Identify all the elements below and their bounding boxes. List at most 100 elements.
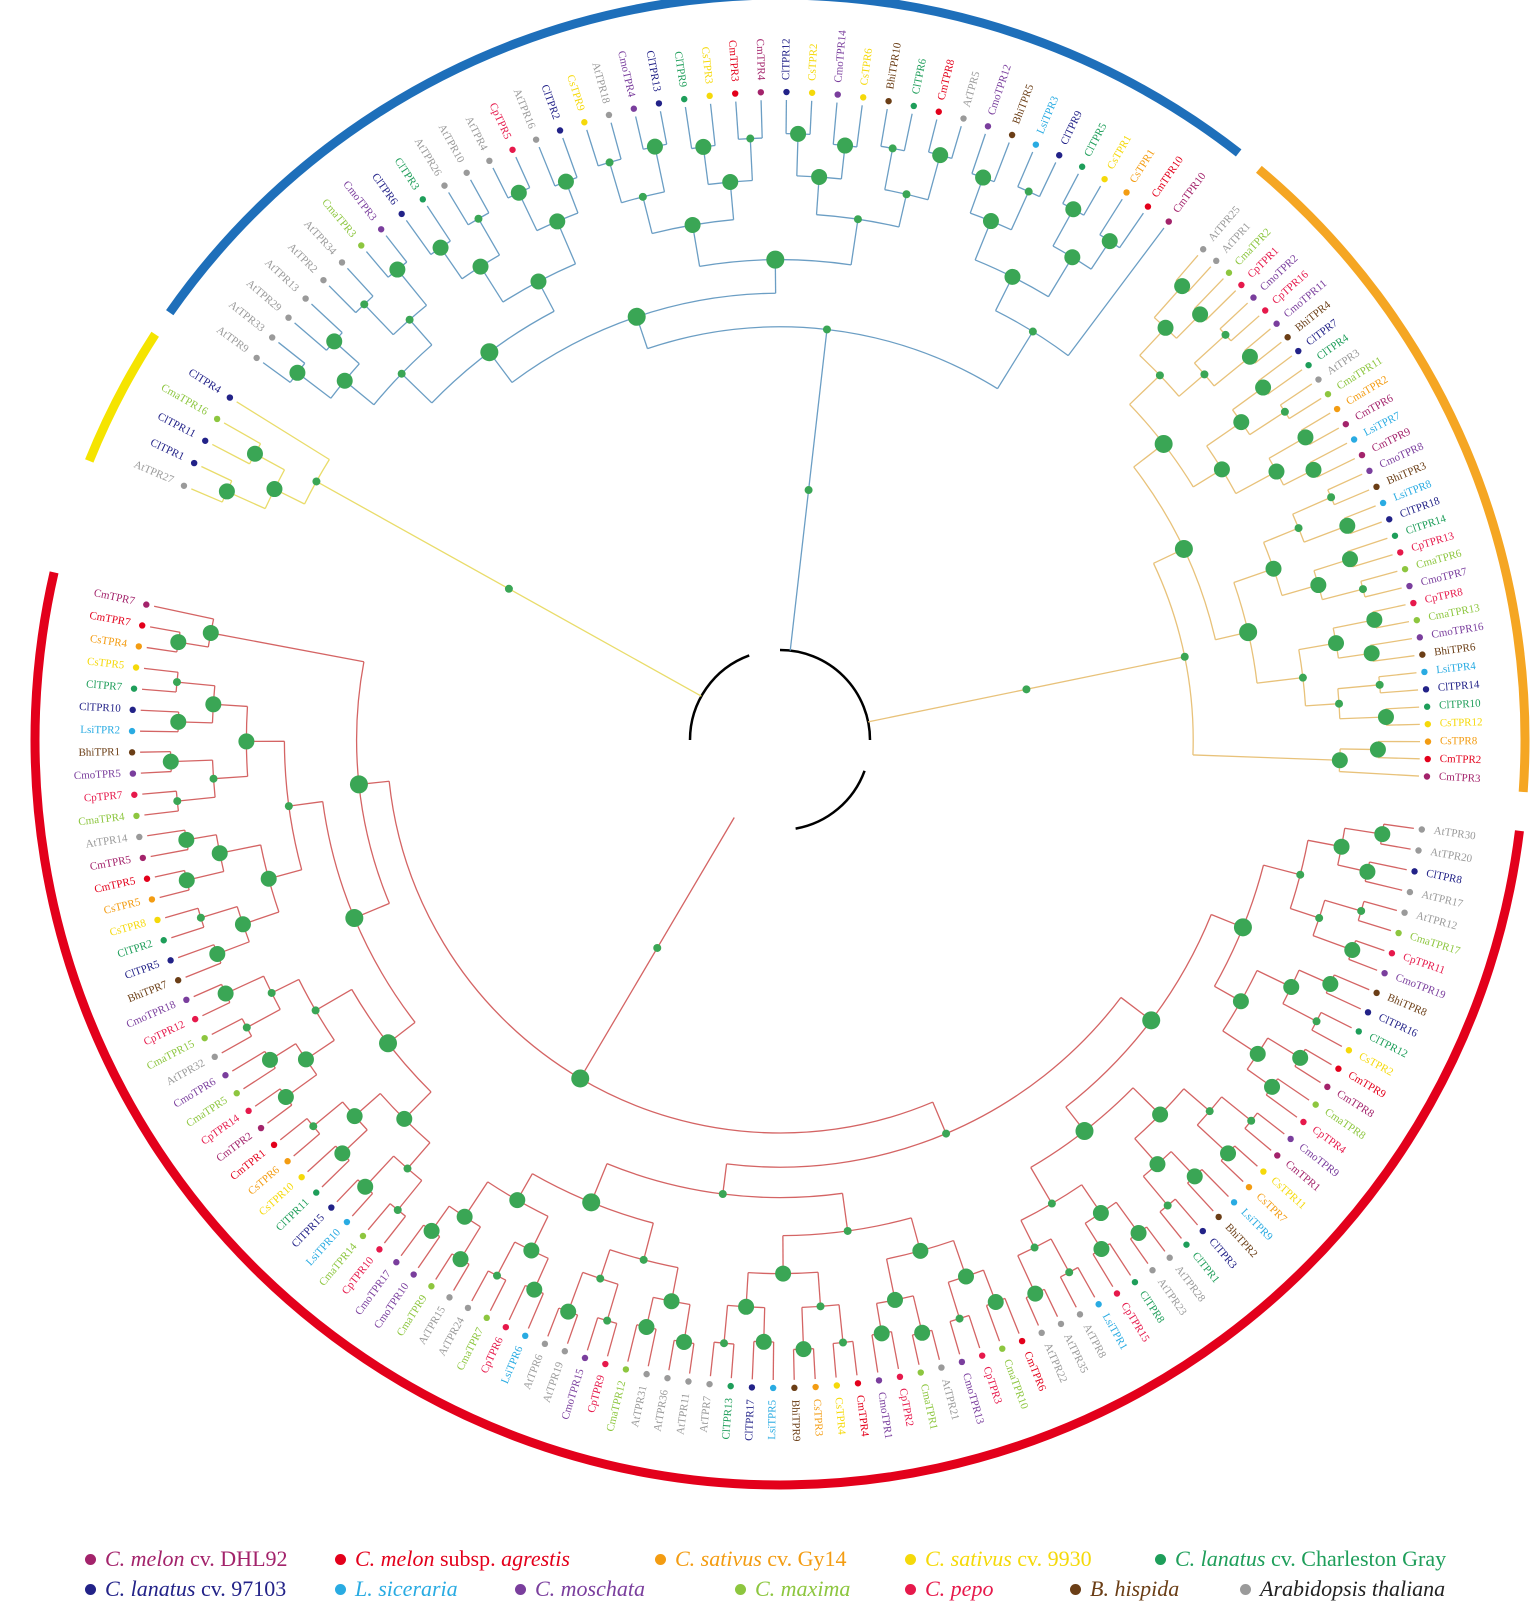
leaf-dot	[257, 1124, 265, 1132]
bootstrap-node	[405, 315, 414, 324]
leaf-label: AtTPR10	[436, 122, 467, 165]
branch	[1309, 442, 1348, 464]
bootstrap-node	[205, 696, 222, 713]
bootstrap-node	[1028, 327, 1037, 336]
branch	[1347, 537, 1388, 553]
leaf-dot	[896, 1373, 904, 1381]
bootstrap-node	[1027, 1285, 1044, 1302]
bootstrap-node	[238, 733, 255, 750]
bootstrap-node	[474, 214, 483, 223]
bootstrap-node	[1022, 685, 1031, 694]
branch	[1244, 1127, 1272, 1151]
branch	[363, 303, 394, 336]
leaf-dot	[1401, 909, 1408, 916]
bootstrap-node	[1220, 1145, 1237, 1162]
branch	[735, 101, 740, 140]
branch	[1004, 1298, 1020, 1334]
bootstrap-node	[982, 213, 999, 230]
bootstrap-node	[718, 1190, 727, 1199]
bootstrap-node	[267, 988, 276, 997]
branch	[610, 122, 622, 160]
leaf-dot	[270, 1141, 278, 1149]
branch	[1109, 1243, 1132, 1276]
branch	[884, 148, 894, 190]
bootstrap-node	[1283, 979, 1300, 996]
bootstrap-node	[738, 1298, 755, 1315]
branch	[627, 1324, 638, 1362]
branch	[293, 1133, 321, 1157]
bootstrap-node	[1030, 1243, 1039, 1252]
bootstrap-node	[456, 1208, 473, 1225]
branch	[1294, 1065, 1321, 1084]
leaf-label: BhiTPR1	[78, 746, 120, 759]
leaf-dot	[1199, 1227, 1206, 1235]
leaf-label: CmoTPR4	[615, 50, 637, 99]
leaf-label: ClTPR10	[1439, 697, 1482, 711]
legend-label: B. hispida	[1090, 1576, 1180, 1601]
leaf-dot	[132, 664, 140, 671]
species-legend: C. melon cv. DHL92 C. melon subsp. agrest…	[0, 1545, 1536, 1605]
leaf-dot	[1406, 582, 1413, 590]
legend-dot-icon	[655, 1554, 666, 1565]
branch	[723, 1305, 729, 1344]
leaf-label: ClTPR2	[539, 83, 563, 121]
branch	[1364, 587, 1402, 598]
branch	[1370, 637, 1413, 646]
leaf-dot	[174, 977, 182, 984]
leaf-dot	[655, 100, 663, 107]
bootstrap-node	[1154, 434, 1173, 453]
bootstrap-node	[504, 584, 513, 593]
leaf-dot	[167, 957, 174, 964]
leaf-dot	[1415, 847, 1422, 854]
legend-dot-icon	[1240, 1584, 1251, 1595]
leaf-dot	[960, 115, 967, 122]
leaf-dot	[1381, 969, 1388, 977]
legend-row-2: C. lanatus cv. 97103 L. siceraria C. mosch…	[70, 1575, 1530, 1603]
leaf-dot	[1345, 1047, 1353, 1054]
leaf-label: CsTPR1	[1127, 147, 1157, 185]
bootstrap-node	[839, 1338, 848, 1347]
branch	[659, 111, 668, 145]
branch	[469, 179, 490, 214]
branch	[1344, 505, 1376, 519]
leaf-dot	[1144, 203, 1152, 210]
clade-arc-orange	[1255, 165, 1530, 793]
branch-arc	[388, 781, 934, 1134]
branch	[1129, 374, 1161, 405]
bootstrap-node	[957, 1268, 974, 1285]
leaf-label: CpTPR7	[83, 789, 123, 804]
bootstrap-node	[349, 775, 368, 794]
bootstrap-node	[816, 1302, 825, 1311]
branch	[668, 1340, 675, 1371]
leaf-dot	[1230, 1199, 1238, 1206]
legend-dot-icon	[515, 1584, 526, 1595]
leaf-dot	[464, 1304, 472, 1312]
leaf-dot	[1395, 929, 1402, 937]
branch	[448, 192, 469, 226]
bootstrap-node	[357, 1178, 374, 1195]
branch	[140, 750, 171, 753]
leaf-dot	[1238, 281, 1245, 289]
branch	[1352, 554, 1393, 568]
branch	[1193, 278, 1224, 310]
branch	[147, 829, 185, 837]
leaf-label: AtTPR4	[463, 114, 490, 153]
leaf-label: CmTPR3	[1439, 771, 1482, 785]
leaf-dot	[791, 1384, 798, 1392]
leaf-dot	[757, 89, 765, 96]
leaf-dot	[581, 119, 588, 126]
leaf-dot	[1199, 246, 1207, 253]
bootstrap-node	[1142, 1011, 1161, 1030]
bootstrap-node	[526, 1281, 543, 1298]
branch	[1263, 864, 1301, 876]
leaf-label: CmTPR4	[754, 39, 767, 81]
leaf-dot	[910, 102, 917, 110]
bootstrap-node	[217, 985, 234, 1002]
bootstrap-node	[853, 215, 862, 224]
bootstrap-node	[1374, 826, 1391, 843]
branch	[1380, 689, 1419, 694]
branch	[1290, 907, 1320, 919]
leaf-dot	[1364, 1009, 1372, 1016]
bootstrap-node	[653, 943, 662, 952]
branch	[1159, 1211, 1182, 1239]
